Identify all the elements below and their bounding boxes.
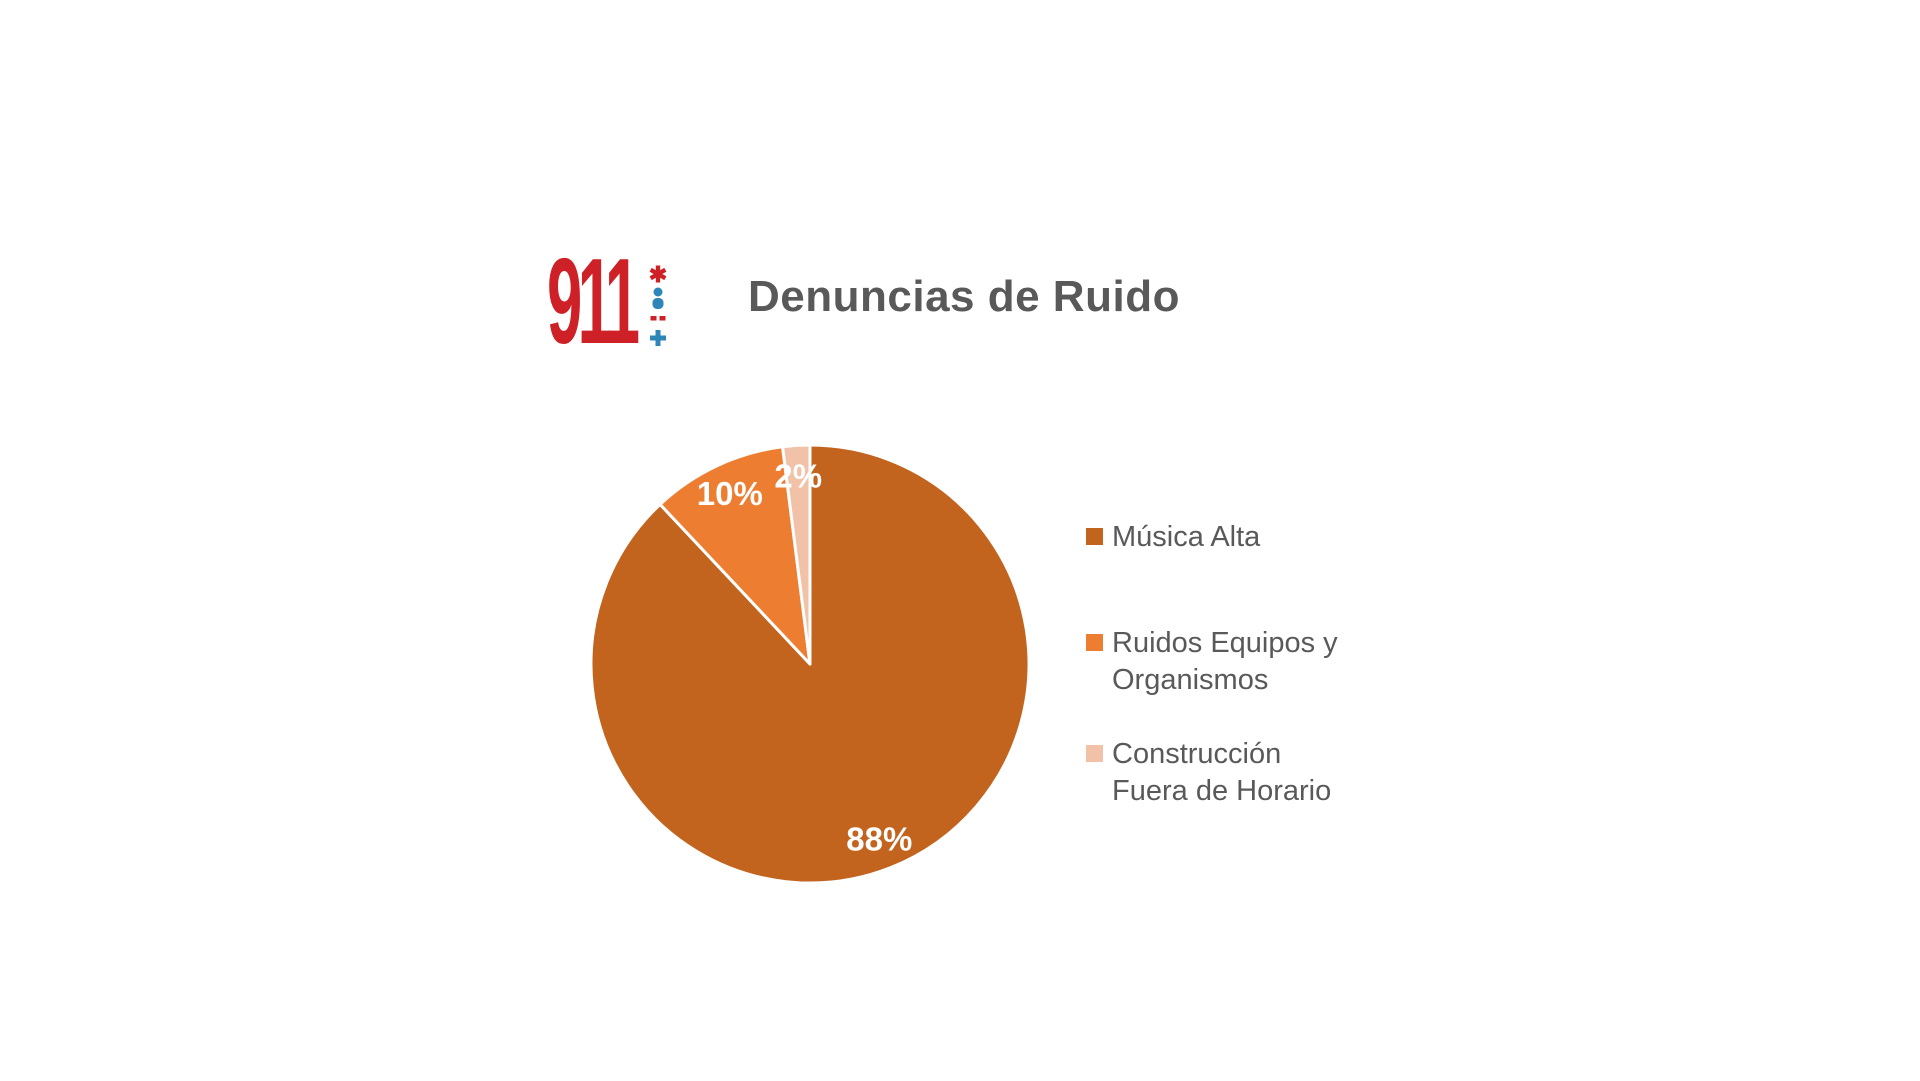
dashes-icon (650, 316, 666, 321)
pie-label-2: 2% (774, 458, 822, 495)
pie-chart: 88% 10% 2% (589, 443, 1031, 885)
legend-marker-construccion (1086, 745, 1103, 762)
legend-marker-musica-alta (1086, 528, 1103, 545)
chart-title: Denuncias de Ruido (748, 272, 1180, 321)
pie-slice-1 (658, 445, 812, 666)
legend-label-construccion: Construcción Fuera de Horario (1112, 738, 1332, 807)
logo-911: 911 (547, 233, 677, 369)
legend-marker-ruidos-equipos (1086, 634, 1103, 651)
legend-label-musica-alta: Música Alta (1112, 521, 1261, 553)
pie-slice-2 (781, 443, 812, 666)
pie-label-1: 10% (697, 475, 763, 512)
cross-icon (650, 330, 666, 346)
legend-label-ruidos-equipos: Ruidos Equipos y Organismos (1112, 627, 1338, 696)
logo-911-text: 911 (547, 233, 640, 369)
legend-item-construccion: Construcción Fuera de Horario (1086, 736, 1331, 810)
person-icon (652, 287, 664, 309)
logo-emergency-icons (649, 265, 667, 346)
pie-label-0: 88% (846, 821, 912, 858)
star-icon (649, 265, 667, 283)
legend-item-ruidos-equipos: Ruidos Equipos y Organismos (1086, 625, 1338, 699)
legend-item-musica-alta: Música Alta (1086, 519, 1260, 556)
